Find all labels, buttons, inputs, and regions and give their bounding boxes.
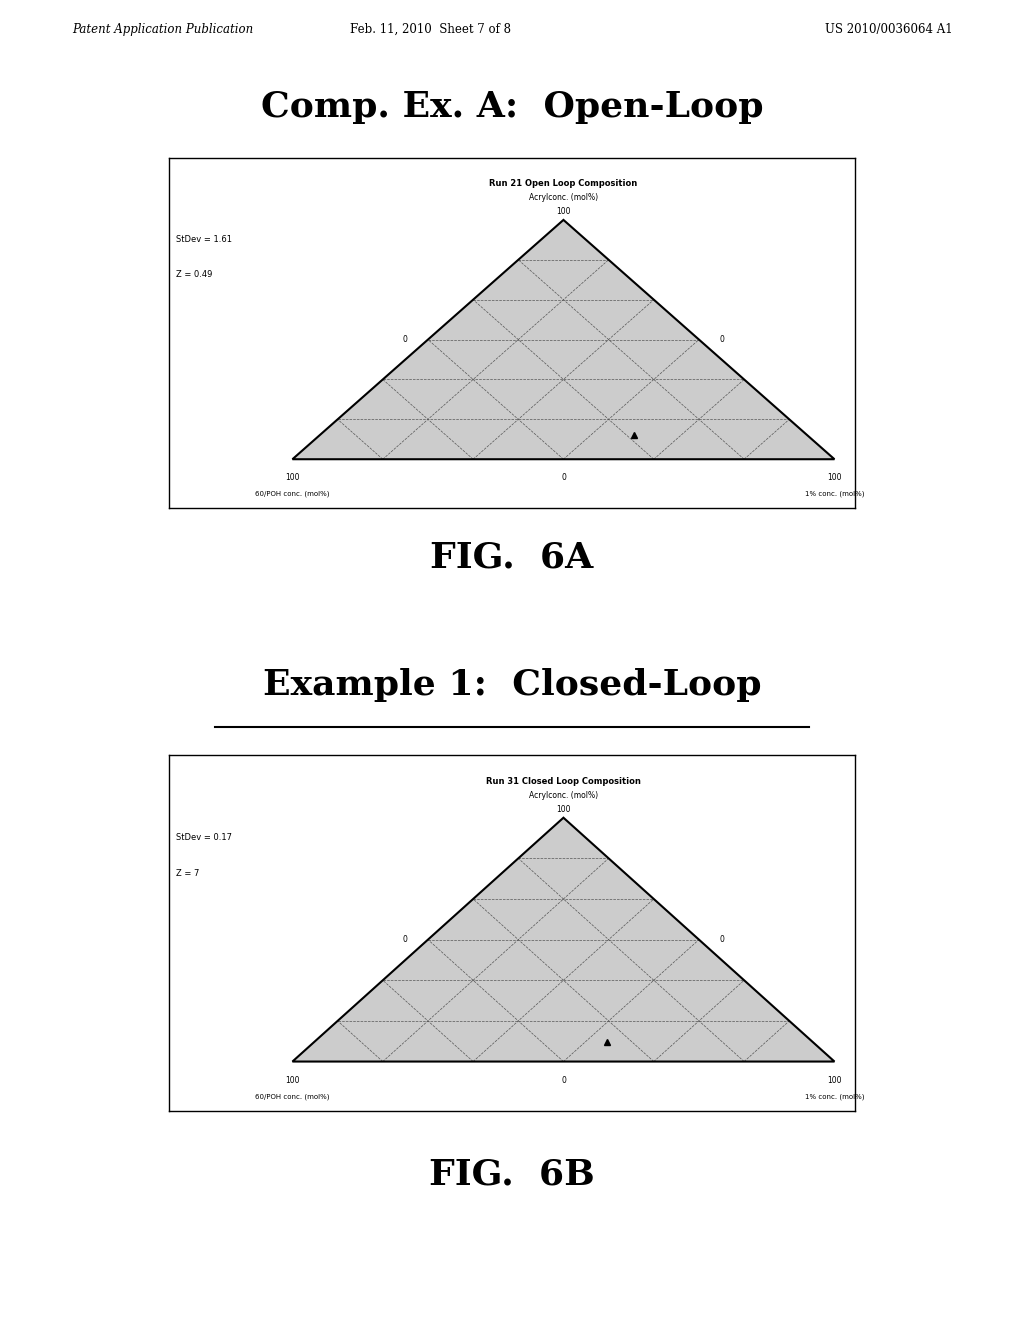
Text: 60/POH conc. (mol%): 60/POH conc. (mol%) [255, 491, 330, 498]
Text: 100: 100 [556, 805, 570, 814]
Text: 60/POH conc. (mol%): 60/POH conc. (mol%) [255, 1093, 330, 1100]
Text: 1% conc. (mol%): 1% conc. (mol%) [805, 491, 864, 498]
Text: 100: 100 [827, 474, 842, 482]
Text: Acrylconc. (mol%): Acrylconc. (mol%) [528, 194, 598, 202]
Text: 0: 0 [720, 935, 724, 944]
Text: 100: 100 [827, 1076, 842, 1085]
Text: FIG.  6A: FIG. 6A [430, 541, 594, 574]
Text: 0: 0 [720, 335, 724, 345]
Text: 1% conc. (mol%): 1% conc. (mol%) [805, 1093, 864, 1100]
Text: Z = 7: Z = 7 [176, 869, 200, 878]
Text: 0: 0 [561, 474, 566, 482]
Text: US 2010/0036064 A1: US 2010/0036064 A1 [824, 22, 952, 36]
Text: Comp. Ex. A:  Open-Loop: Comp. Ex. A: Open-Loop [261, 90, 763, 124]
Text: Z = 0.49: Z = 0.49 [176, 271, 212, 280]
Text: Run 31 Closed Loop Composition: Run 31 Closed Loop Composition [486, 776, 641, 785]
Text: StDev = 1.61: StDev = 1.61 [176, 235, 231, 244]
Text: Run 21 Open Loop Composition: Run 21 Open Loop Composition [489, 180, 638, 189]
Text: Feb. 11, 2010  Sheet 7 of 8: Feb. 11, 2010 Sheet 7 of 8 [349, 22, 511, 36]
Text: FIG.  6B: FIG. 6B [429, 1158, 595, 1192]
Text: Acrylconc. (mol%): Acrylconc. (mol%) [528, 791, 598, 800]
Polygon shape [293, 817, 835, 1061]
Text: 100: 100 [286, 474, 300, 482]
Text: 100: 100 [556, 207, 570, 216]
Text: Patent Application Publication: Patent Application Publication [72, 22, 253, 36]
Text: Example 1:  Closed-Loop: Example 1: Closed-Loop [263, 668, 761, 702]
Text: 0: 0 [561, 1076, 566, 1085]
Text: 0: 0 [402, 335, 408, 345]
Text: 100: 100 [286, 1076, 300, 1085]
Text: StDev = 0.17: StDev = 0.17 [176, 833, 231, 842]
Polygon shape [293, 220, 835, 459]
Text: 0: 0 [402, 935, 408, 944]
